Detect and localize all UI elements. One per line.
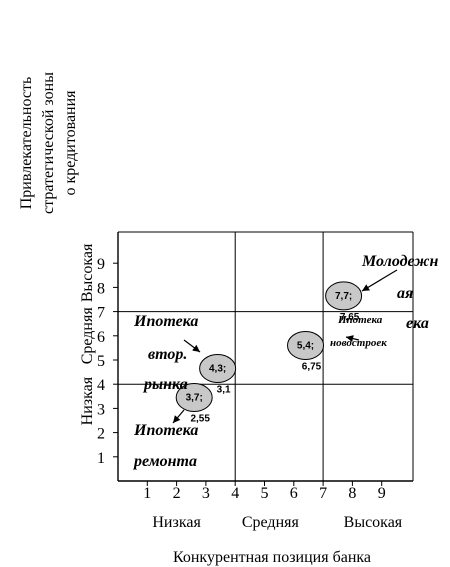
y-tick-label-5: 5 — [97, 353, 105, 370]
y-tick-label-1: 1 — [97, 450, 105, 467]
bubble-2: 5,4; 6,75 — [287, 330, 325, 372]
y-axis-title-line-1: Привлекательность — [18, 77, 35, 210]
bubble-value-line-2: 2,55 — [190, 414, 210, 425]
y-tick-label-7: 7 — [97, 305, 105, 322]
annotation-1-line-2: ая — [397, 285, 413, 302]
y-tick-label-3: 3 — [97, 401, 105, 418]
bubble-4: 3,7; 2,55 — [175, 383, 213, 425]
x-tick-label-5: 5 — [261, 485, 269, 502]
annotation-4-line-2: ремонта — [132, 453, 197, 470]
arrow-1 — [361, 269, 398, 292]
arrow-3 — [183, 339, 201, 353]
x-tick-label-1: 1 — [143, 485, 151, 502]
bubble-value-line-1: 3,7; — [186, 393, 203, 404]
x-tick-label-4: 4 — [231, 485, 239, 502]
x-tick-label-6: 6 — [290, 485, 298, 502]
y-axis-title-line-2: стратегической зоны — [40, 72, 57, 214]
y-tick-label-6: 6 — [97, 329, 105, 346]
x-category-3: Высокая — [344, 514, 403, 531]
arrow-4 — [172, 409, 185, 424]
x-axis-title: Конкурентная позиция банка — [173, 549, 371, 566]
bubble-value-line-1: 4,3; — [209, 363, 226, 374]
annotation-2-line-2: новостроек — [330, 337, 387, 349]
bubble-1: 7,7; 7,65 — [325, 281, 363, 323]
bubble-layer: 7,7; 7,65 5,4; 6,75 4,3; 3,1 3,7; 2,55 — [175, 281, 363, 425]
annotation-1-line-1: Молодежн — [361, 253, 438, 270]
y-tick-label-9: 9 — [97, 256, 105, 273]
y-category-2: Средняя — [79, 307, 96, 365]
x-category-1: Низкая — [152, 514, 201, 531]
bubble-value-line-1: 5,4; — [297, 340, 314, 351]
bubble-value-line-2: 7,65 — [340, 312, 360, 323]
bubble-circle — [199, 353, 237, 383]
annotation-3-line-3: рынка — [142, 376, 188, 393]
y-tick-label-2: 2 — [97, 426, 105, 443]
bubble-value-line-1: 7,7; — [335, 291, 352, 302]
grid-layer — [118, 231, 414, 481]
annotation-extra: ека — [406, 315, 429, 332]
y-axis-title-line-3: о кредитования — [62, 90, 79, 196]
bubble-circle — [175, 383, 213, 413]
x-tick-label-8: 8 — [348, 485, 356, 502]
annotation-2-line-1: Ипотека — [337, 314, 383, 326]
y-tick-label-4: 4 — [97, 377, 105, 394]
bubble-value-line-2: 3,1 — [217, 384, 231, 395]
tick-labels: 1 2 3 4 5 6 7 8 9 1 2 3 4 5 6 7 8 9 Низкая Средняя Высокая Ни… — [79, 243, 403, 531]
annotation-3-line-1: Ипотека — [133, 313, 198, 330]
x-tick-label-2: 2 — [173, 485, 181, 502]
x-tick-label-7: 7 — [319, 485, 327, 502]
annotation-layer: Молодежн ая Ипотека новостроек Ипотека втор. р… — [132, 253, 438, 470]
bubble-3: 4,3; 3,1 — [199, 353, 237, 395]
x-category-2: Средняя — [242, 514, 300, 531]
x-tick-label-9: 9 — [378, 485, 386, 502]
axis-layer — [113, 232, 413, 486]
x-tick-label-3: 3 — [202, 485, 210, 502]
y-category-3: Высокая — [79, 243, 96, 302]
bubble-value-line-2: 6,75 — [302, 361, 322, 372]
y-tick-label-8: 8 — [97, 280, 105, 297]
bubble-circle — [325, 281, 363, 311]
annotation-4-line-1: Ипотека — [133, 422, 198, 439]
bubble-circle — [287, 330, 325, 360]
y-category-1: Низкая — [79, 376, 96, 425]
annotation-3-line-2: втор. — [148, 346, 187, 363]
arrow-2 — [345, 335, 360, 343]
